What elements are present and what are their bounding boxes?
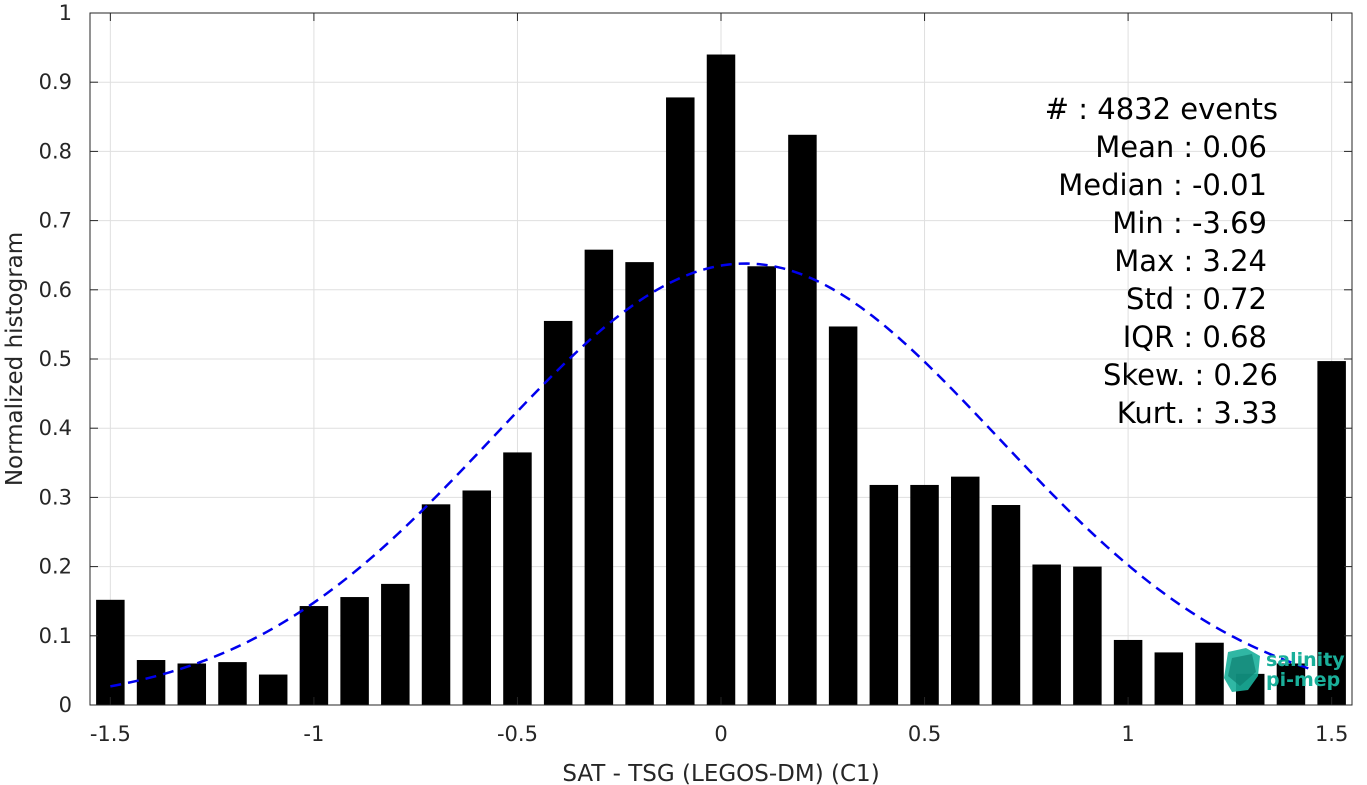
histogram-bar (421, 504, 451, 705)
histogram-bar (1073, 566, 1102, 705)
y-axis-label: Normalized histogram (2, 232, 28, 486)
histogram-bars (96, 54, 1346, 706)
histogram-bar (1032, 564, 1061, 705)
stat-line: Min : -3.69 (1112, 206, 1267, 240)
stat-line: IQR : 0.68 (1123, 320, 1267, 354)
histogram-bar (462, 490, 491, 705)
histogram-bar (543, 320, 573, 705)
stat-line: Mean : 0.06 (1095, 130, 1267, 164)
histogram-bar (299, 606, 329, 705)
x-tick-label: 0 (714, 722, 727, 746)
histogram-bar (258, 674, 288, 705)
histogram-bar (1317, 361, 1346, 705)
histogram-bar (584, 249, 614, 705)
y-tick-label: 0.4 (39, 416, 72, 440)
histogram-bar (503, 452, 532, 705)
x-axis-label: SAT - TSG (LEGOS-DM) (C1) (562, 761, 879, 785)
histogram-bar (788, 134, 817, 706)
histogram-bar (340, 597, 369, 705)
histogram-bar (666, 97, 695, 705)
histogram-bar (706, 54, 736, 705)
histogram-bar (1154, 652, 1184, 705)
x-tick-label: 1.5 (1315, 722, 1348, 746)
statistics-annotation: # : 4832 events Mean : 0.06 Median : -0.01… (1045, 92, 1278, 430)
y-tick-label: 0.6 (39, 278, 72, 302)
salinity-pimep-logo: salinity pi-mep (1224, 648, 1345, 692)
histogram-bar (1113, 639, 1143, 705)
y-tick-label: 1 (59, 1, 72, 25)
stat-line: Std : 0.72 (1126, 282, 1267, 316)
x-tick-label: -1.5 (90, 722, 131, 746)
y-axis-ticks: 0 0.1 0.2 0.3 0.4 0.5 0.6 0.7 0.8 0.9 1 (39, 1, 1352, 717)
histogram-bar (869, 484, 899, 705)
y-tick-label: 0.5 (39, 347, 72, 371)
histogram-bar (177, 663, 207, 705)
logo-line-1: salinity (1266, 649, 1345, 671)
y-tick-label: 0.2 (39, 555, 72, 579)
y-tick-label: 0.8 (39, 139, 72, 163)
histogram-bar (381, 583, 410, 705)
y-tick-label: 0.1 (39, 624, 72, 648)
gaussian-fit-curve (110, 262, 1312, 688)
histogram-bar (1195, 642, 1224, 705)
x-tick-label: -1 (303, 722, 324, 746)
histogram-bar (951, 476, 980, 705)
stat-line: # : 4832 events (1045, 92, 1278, 126)
histogram-bar (991, 505, 1021, 705)
stat-line: Kurt. : 3.33 (1117, 396, 1278, 430)
histogram-bar (218, 662, 247, 705)
x-tick-label: -0.5 (497, 722, 538, 746)
x-tick-label: 0.5 (908, 722, 941, 746)
pimep-logo-icon (1224, 648, 1260, 692)
histogram-bar (136, 660, 166, 705)
histogram-bar (96, 599, 125, 705)
histogram-bar (910, 484, 939, 705)
histogram-bar (1276, 663, 1306, 705)
y-tick-label: 0.9 (39, 70, 72, 94)
stat-line: Median : -0.01 (1058, 168, 1267, 202)
y-tick-label: 0 (59, 693, 72, 717)
x-tick-label: 1 (1121, 722, 1134, 746)
x-axis-ticks: -1.5 -1 -0.5 0 0.5 1 1.5 (90, 13, 1348, 746)
y-tick-label: 0.3 (39, 485, 72, 509)
stat-line: Max : 3.24 (1114, 244, 1267, 278)
stat-line: Skew. : 0.26 (1103, 358, 1278, 392)
histogram-bar (747, 266, 776, 705)
histogram-bar (828, 326, 858, 705)
logo-line-2: pi-mep (1266, 669, 1340, 691)
y-tick-label: 0.7 (39, 209, 72, 233)
histogram-bar (625, 262, 654, 705)
